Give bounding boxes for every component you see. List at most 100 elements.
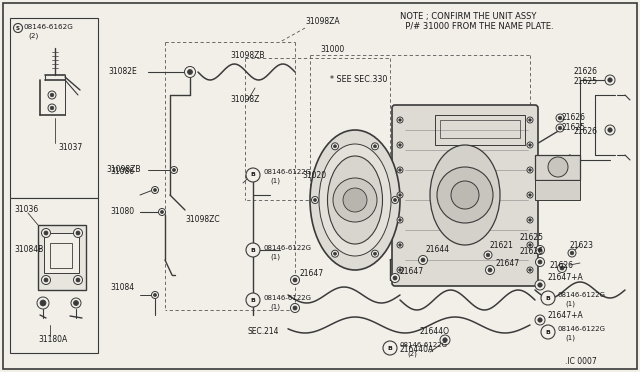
Text: 31098ZB: 31098ZB <box>106 166 141 174</box>
Text: B: B <box>251 247 255 253</box>
Circle shape <box>71 298 81 308</box>
Text: 31098ZC: 31098ZC <box>185 215 220 224</box>
Bar <box>440 120 520 138</box>
Text: 31098ZB: 31098ZB <box>230 51 264 60</box>
Circle shape <box>608 78 612 82</box>
Ellipse shape <box>319 144 391 256</box>
Circle shape <box>488 268 492 272</box>
Text: P/# 31000 FROM THE NAME PLATE.: P/# 31000 FROM THE NAME PLATE. <box>400 22 554 31</box>
Text: S: S <box>16 26 20 31</box>
Bar <box>435 115 525 145</box>
Circle shape <box>397 217 403 223</box>
Circle shape <box>556 114 564 122</box>
Circle shape <box>538 248 542 252</box>
Circle shape <box>397 267 403 273</box>
Text: 08146-6122G: 08146-6122G <box>263 295 311 301</box>
Circle shape <box>451 181 479 209</box>
Circle shape <box>527 267 533 273</box>
Text: .IC 0007: .IC 0007 <box>565 357 596 366</box>
Text: * SEE SEC.330: * SEE SEC.330 <box>330 76 387 84</box>
Text: 21626: 21626 <box>550 262 574 270</box>
Circle shape <box>332 250 339 257</box>
Text: 216440A: 216440A <box>400 346 435 355</box>
Text: 31084: 31084 <box>110 283 134 292</box>
Text: (2): (2) <box>28 33 38 39</box>
Text: (1): (1) <box>270 304 280 310</box>
Circle shape <box>394 199 397 202</box>
Text: 21625: 21625 <box>562 124 586 132</box>
Circle shape <box>291 276 300 285</box>
Text: (1): (1) <box>565 301 575 307</box>
Circle shape <box>42 228 51 237</box>
Circle shape <box>173 169 175 171</box>
Circle shape <box>440 335 450 345</box>
Text: 31086: 31086 <box>110 167 134 176</box>
Text: 21626: 21626 <box>520 247 544 257</box>
Text: 21644: 21644 <box>425 246 449 254</box>
Circle shape <box>184 67 195 77</box>
Circle shape <box>293 278 297 282</box>
Circle shape <box>558 116 562 120</box>
Circle shape <box>343 188 367 212</box>
Bar <box>44 233 79 273</box>
Text: 21626: 21626 <box>562 113 586 122</box>
Text: SEC.214: SEC.214 <box>248 327 280 337</box>
Text: B: B <box>251 173 255 177</box>
Circle shape <box>76 231 80 235</box>
Text: 31000: 31000 <box>320 45 344 55</box>
Circle shape <box>527 167 533 173</box>
Circle shape <box>536 246 545 254</box>
FancyBboxPatch shape <box>392 105 538 286</box>
Ellipse shape <box>310 130 400 270</box>
Circle shape <box>37 297 49 309</box>
Circle shape <box>76 278 80 282</box>
Text: 21647: 21647 <box>495 260 519 269</box>
Text: 31080: 31080 <box>110 208 134 217</box>
Circle shape <box>397 117 403 123</box>
Circle shape <box>399 194 401 196</box>
Circle shape <box>188 70 193 74</box>
Circle shape <box>392 196 399 203</box>
Circle shape <box>50 93 54 97</box>
Circle shape <box>159 208 166 215</box>
Circle shape <box>152 186 159 193</box>
Text: (1): (1) <box>270 178 280 184</box>
Circle shape <box>332 143 339 150</box>
Text: 08146-6122G: 08146-6122G <box>400 342 448 348</box>
Text: NOTE ; CONFIRM THE UNIT ASSY: NOTE ; CONFIRM THE UNIT ASSY <box>400 12 536 20</box>
Circle shape <box>527 217 533 223</box>
Circle shape <box>246 168 260 182</box>
Text: 08146-6122G: 08146-6122G <box>263 169 311 175</box>
Circle shape <box>13 23 22 32</box>
Circle shape <box>527 192 533 198</box>
Circle shape <box>399 219 401 221</box>
Circle shape <box>246 243 260 257</box>
Circle shape <box>40 300 46 306</box>
Text: 21621: 21621 <box>490 241 514 250</box>
Text: 31180A: 31180A <box>38 336 67 344</box>
Circle shape <box>170 167 177 173</box>
Circle shape <box>529 194 531 196</box>
Text: 21626: 21626 <box>573 128 597 137</box>
Bar <box>50 243 72 268</box>
Text: 21647: 21647 <box>300 269 324 278</box>
Circle shape <box>246 293 260 307</box>
Circle shape <box>74 228 83 237</box>
Text: (1): (1) <box>270 254 280 260</box>
Circle shape <box>541 291 555 305</box>
Bar <box>535 155 580 180</box>
Circle shape <box>154 294 157 296</box>
Circle shape <box>527 117 533 123</box>
Circle shape <box>42 276 51 285</box>
Circle shape <box>152 292 159 298</box>
Text: 21647+A: 21647+A <box>548 311 584 320</box>
Text: 31036: 31036 <box>14 205 38 215</box>
Circle shape <box>48 104 56 112</box>
Circle shape <box>74 276 83 285</box>
Text: 21623: 21623 <box>570 241 594 250</box>
Circle shape <box>371 143 378 150</box>
Circle shape <box>161 211 163 214</box>
Circle shape <box>383 341 397 355</box>
Text: 31098ZA: 31098ZA <box>305 17 340 26</box>
Text: 21625: 21625 <box>573 77 597 87</box>
